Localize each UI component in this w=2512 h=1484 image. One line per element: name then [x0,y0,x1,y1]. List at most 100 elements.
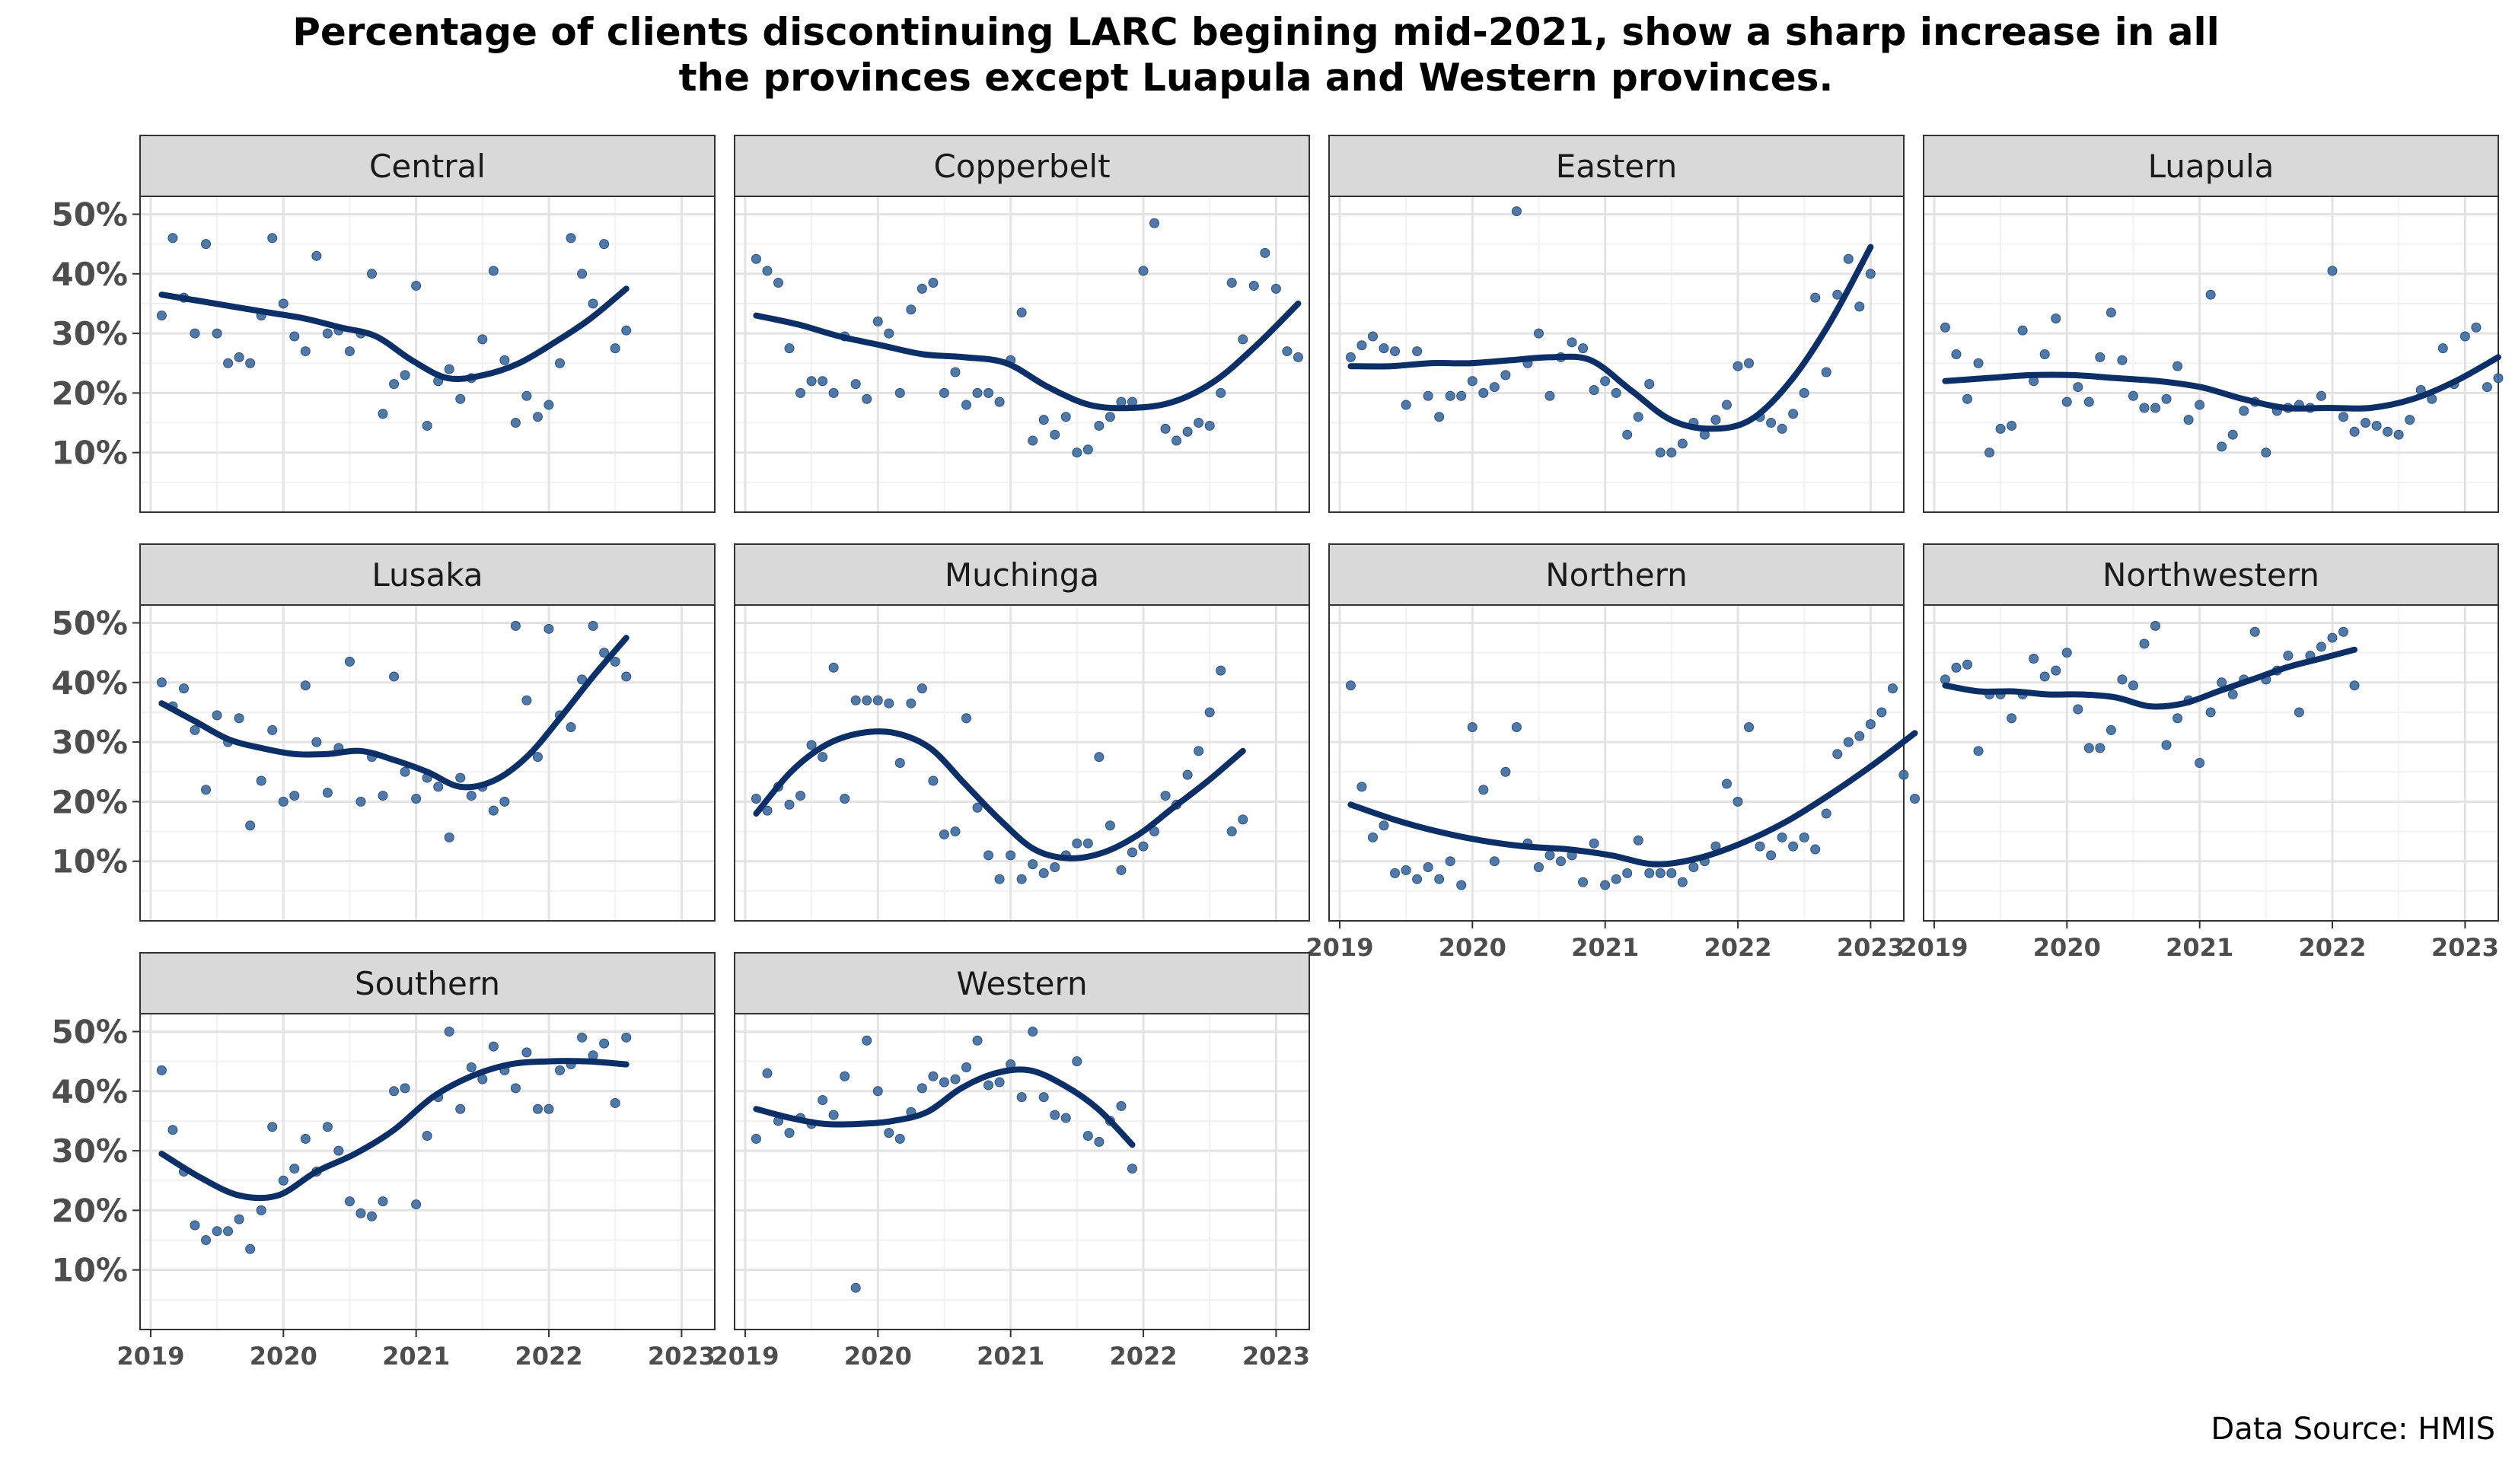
central-data-point [234,352,244,362]
northern-data-point [1445,856,1455,867]
northern-data-point [1478,785,1489,795]
copperbelt-data-point [1050,429,1060,440]
muchinga-data-point [862,695,872,705]
southern-data-point [278,1175,288,1186]
western-data-point [762,1068,773,1078]
southern-data-point [201,1235,212,1246]
southern-x-tick-label: 2021 [382,1342,450,1371]
central-data-point [532,412,543,422]
eastern-data-point [1832,289,1843,300]
northern-data-point [1423,862,1433,873]
lusaka-data-point [499,796,510,807]
muchinga-data-point [1194,746,1204,756]
northwestern-data-point [2161,740,2172,750]
copperbelt-data-point [1016,307,1027,318]
eastern-data-point [1434,412,1445,422]
copperbelt-data-point [818,376,828,387]
southern-y-tick-label: 10% [51,1252,128,1289]
central-data-point [322,328,333,339]
muchinga-data-point [795,791,806,801]
luapula-data-point [2261,447,2271,458]
copperbelt-data-point [784,343,795,354]
southern-y-tick-label: 20% [51,1192,128,1229]
lusaka-data-point [411,793,422,804]
northern-data-point [1622,868,1633,878]
northwestern-data-point [2117,674,2128,685]
northwestern-data-point [2095,743,2106,753]
copperbelt-data-point [850,379,861,390]
luapula-data-point [2150,403,2160,413]
eastern-data-point [1345,352,1356,362]
luapula-data-point [2217,441,2227,452]
central-data-point [400,370,410,381]
lusaka-y-tick-label: 20% [51,783,128,820]
central-data-point [422,420,432,431]
western-data-point [1016,1092,1027,1103]
western-data-point [751,1133,761,1144]
eastern-data-point [1356,340,1367,351]
eastern-data-point [1710,415,1721,425]
northwestern-data-point [2249,626,2260,637]
muchinga-data-point [1094,752,1105,763]
central-data-point [223,358,234,368]
central-data-point [201,239,212,250]
copperbelt-data-point [1028,435,1038,446]
lusaka-data-point [566,722,576,733]
muchinga-data-point [961,713,971,724]
copperbelt-data-point [1182,426,1193,437]
southern-data-point [488,1041,499,1052]
lusaka-data-point [466,791,477,801]
southern-x-tick-label: 2020 [250,1342,317,1371]
northwestern-data-point [2150,620,2160,631]
southern-data-point [167,1125,178,1135]
southern-data-point [344,1196,355,1207]
northwestern-data-point [2139,639,2150,649]
luapula-data-point [2061,396,2072,407]
northern-data-point [1788,841,1799,852]
northern-data-point [1876,707,1887,718]
copperbelt-data-point [1060,412,1071,422]
northern-data-point [1578,877,1589,887]
western-data-point [1094,1136,1105,1147]
lusaka-data-point [444,832,454,842]
lusaka-data-point [344,656,355,667]
northern-data-point [1832,749,1843,760]
northern-x-tick-label: 2022 [1704,933,1772,962]
eastern-data-point [1533,328,1544,339]
northwestern-data-point [2217,677,2227,688]
western-x-tick-label: 2019 [711,1342,779,1371]
muchinga-data-point [784,799,795,810]
northern-data-point [1909,793,1920,804]
northwestern-trend-line [1942,646,2357,710]
muchinga-data-point [916,683,927,694]
southern-data-point [555,1065,566,1075]
lusaka-y-tick-label: 50% [51,604,128,642]
lusaka-data-point [267,724,278,735]
luapula-data-point [2117,355,2128,365]
lusaka-data-point [355,796,366,807]
central-data-point [167,233,178,244]
southern-data-point [422,1131,432,1142]
central-data-point [610,343,620,354]
muchinga-data-point [751,793,761,804]
northwestern-data-point [2061,648,2072,658]
copperbelt-data-point [1105,412,1115,422]
chart-title-line-2: the provinces except Luapula and Western… [678,56,1834,100]
central-data-point [444,364,454,374]
northern-data-point [1379,820,1389,831]
northwestern-x-tick-label: 2023 [2431,933,2499,962]
eastern-data-point [1721,400,1732,410]
copperbelt-data-point [1260,247,1270,258]
northwestern-data-point [2349,680,2360,691]
eastern-data-point [1865,269,1876,279]
lusaka-strip-label: Lusaka [371,556,483,594]
northern-data-point [1633,835,1643,845]
central-data-point [156,310,167,321]
eastern-data-point [1633,412,1643,422]
northern-data-point [1755,841,1765,852]
muchinga-data-point [994,874,1005,884]
central-data-point [477,334,488,345]
luapula-data-point [2007,420,2017,431]
eastern-data-point [1467,376,1478,387]
